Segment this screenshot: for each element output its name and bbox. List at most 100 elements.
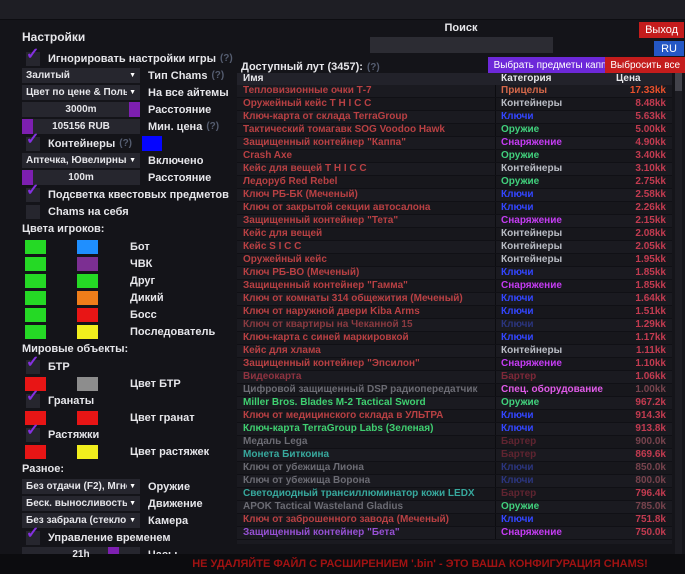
table-row[interactable]: Защищенный контейнер "Бета" Снаряжение 750… <box>237 527 672 540</box>
containers-label: Контейнеры <box>48 137 116 150</box>
column-header-category[interactable]: Категория <box>501 73 552 84</box>
containers-checkbox[interactable]: ✓ <box>26 131 40 151</box>
slider-handle[interactable] <box>22 119 33 134</box>
help-icon[interactable]: (?) <box>211 70 225 81</box>
table-row[interactable]: Оружейный кейс T H I C C Контейнеры 8.48kk <box>237 98 672 111</box>
item-price: 913.8k <box>635 423 666 434</box>
help-icon[interactable]: (?) <box>119 138 133 149</box>
table-row[interactable]: Ключ-карта от склада TerraGroup Ключи 5.63… <box>237 111 672 124</box>
table-row[interactable]: Ключ от закрытой секции автосалона Ключи 2… <box>237 202 672 215</box>
time-control-checkbox[interactable]: ✓ <box>26 525 40 545</box>
table-row[interactable]: Ключ от комнаты 314 общежития (Меченый) К… <box>237 293 672 306</box>
item-price: 967.2k <box>635 397 666 408</box>
search-input[interactable] <box>370 37 553 53</box>
help-icon[interactable]: (?) <box>219 53 233 64</box>
table-row[interactable]: Ключ от медицинского склада в УЛЬТРА Ключ… <box>237 410 672 423</box>
movement-dropdown[interactable]: Беск. выносливость и нет уста ▼ <box>22 496 140 511</box>
player-color-swatch-1[interactable] <box>25 273 46 288</box>
distance-slider[interactable]: 3000m <box>22 102 140 117</box>
player-color-swatch-2[interactable] <box>77 239 98 254</box>
slider-handle[interactable] <box>129 102 140 117</box>
table-row[interactable]: Кейс для вещей Контейнеры 2.08kk <box>237 228 672 241</box>
table-row[interactable]: Светодиодный трансиллюминатор кожи LEDX Б… <box>237 488 672 501</box>
table-row[interactable]: Ключ от убежища Ворона Ключи 800.0k <box>237 475 672 488</box>
table-row[interactable]: Медаль Lega Бартер 900.0k <box>237 436 672 449</box>
help-icon[interactable]: (?) <box>366 62 380 73</box>
table-row[interactable]: Защищенный контейнер "Каппа" Снаряжение 4.… <box>237 137 672 150</box>
column-header-price[interactable]: Цена <box>616 73 641 84</box>
player-color-swatch-2[interactable] <box>77 324 98 339</box>
table-row[interactable]: Ключ-карта TerraGroup Labs (Зеленая) Ключ… <box>237 423 672 436</box>
table-row[interactable]: Тепловизионные очки Т-7 Прицелы 17.33kk <box>237 85 672 98</box>
language-button[interactable]: RU <box>654 41 684 56</box>
grenade-color-swatch-2[interactable] <box>77 410 98 425</box>
table-row[interactable]: Ключ-карта с синей маркировкой Ключи 1.17k… <box>237 332 672 345</box>
table-scrollbar[interactable] <box>675 73 682 554</box>
table-row[interactable]: Монета Биткоина Бартер 869.6k <box>237 449 672 462</box>
slider-handle[interactable] <box>22 170 33 185</box>
enabled-filter-dropdown[interactable]: Аптечка, Ювелирные и... ▼ <box>22 153 140 168</box>
item-price: 1.11kk <box>635 345 666 356</box>
table-row[interactable]: Кейс для вещей T H I C C Контейнеры 3.10kk <box>237 163 672 176</box>
table-row[interactable]: Кейс для хлама Контейнеры 1.11kk <box>237 345 672 358</box>
btr-color-swatch-1[interactable] <box>25 376 46 391</box>
player-color-swatch-2[interactable] <box>77 256 98 271</box>
loot-distance-slider[interactable]: 100m <box>22 170 140 185</box>
table-row[interactable]: Тактический томагавк SOG Voodoo Hawk Оруж… <box>237 124 672 137</box>
tripwires-checkbox[interactable]: ✓ <box>26 422 40 442</box>
table-row[interactable]: Защищенный контейнер "Тета" Снаряжение 2.1… <box>237 215 672 228</box>
btr-color-swatch-2[interactable] <box>77 376 98 391</box>
column-header-name[interactable]: Имя <box>243 73 264 84</box>
player-color-swatch-2[interactable] <box>77 273 98 288</box>
table-row[interactable]: Ключ от заброшенного завода (Меченый) Клю… <box>237 514 672 527</box>
table-row[interactable]: Ледоруб Red Rebel Оружие 2.75kk <box>237 176 672 189</box>
select-kappa-items-button[interactable]: Выбрать предметы каппа <box>487 57 618 73</box>
table-row[interactable]: Miller Bros. Blades M-2 Tactical Sword Ор… <box>237 397 672 410</box>
player-color-swatch-1[interactable] <box>25 307 46 322</box>
chams-type-dropdown[interactable]: Залитый ▼ <box>22 68 140 83</box>
table-row[interactable]: APOK Tactical Wasteland Gladius Оружие 785… <box>237 501 672 514</box>
table-row[interactable]: Ключ РБ-БК (Меченый) Ключи 2.58kk <box>237 189 672 202</box>
tripwire-color-swatch-2[interactable] <box>77 444 98 459</box>
quest-items-checkbox[interactable]: ✓ <box>26 182 40 202</box>
weapon-dropdown[interactable]: Без отдачи (F2), Мгновенное п ▼ <box>22 479 140 494</box>
table-row[interactable]: Ключ РБ-ВО (Меченый) Ключи 1.85kk <box>237 267 672 280</box>
player-color-swatch-1[interactable] <box>25 290 46 305</box>
item-category: Ключи <box>495 423 610 435</box>
table-row[interactable]: Видеокарта Бартер 1.06kk <box>237 371 672 384</box>
help-icon[interactable]: (?) <box>206 121 220 132</box>
item-price: 869.6k <box>635 449 666 460</box>
min-price-slider[interactable]: 105156 RUB <box>22 119 140 134</box>
table-row[interactable]: Crash Axe Оружие 3.40kk <box>237 150 672 163</box>
exit-button[interactable]: Выход <box>639 22 684 38</box>
table-row[interactable]: Оружейный кейс Контейнеры 1.95kk <box>237 254 672 267</box>
item-name: Светодиодный трансиллюминатор кожи LEDX <box>243 488 475 499</box>
btr-checkbox[interactable]: ✓ <box>26 354 40 374</box>
grenade-color-swatch-1[interactable] <box>25 410 46 425</box>
item-name: Ключ РБ-ВО (Меченый) <box>243 267 360 278</box>
table-row[interactable]: Ключ от квартиры на Чеканной 15 Ключи 1.29… <box>237 319 672 332</box>
scrollbar-thumb[interactable] <box>675 73 682 91</box>
world-objects-title: Мировые объекты: <box>22 343 129 355</box>
player-color-swatch-1[interactable] <box>25 324 46 339</box>
dropdown-value: Цвет по цене & Пользователь <box>26 87 128 98</box>
player-color-swatch-2[interactable] <box>77 307 98 322</box>
table-row[interactable]: Цифровой защищенный DSP радиопередатчик С… <box>237 384 672 397</box>
table-row[interactable]: Ключ от наружной двери Kiba Arms Ключи 1.5… <box>237 306 672 319</box>
tripwire-color-swatch-1[interactable] <box>25 444 46 459</box>
table-row[interactable]: Кейс S I C C Контейнеры 2.05kk <box>237 241 672 254</box>
ignore-game-settings-checkbox[interactable]: ✓ <box>26 46 40 66</box>
containers-color-swatch[interactable] <box>142 136 163 151</box>
player-color-swatch-1[interactable] <box>25 239 46 254</box>
all-items-dropdown[interactable]: Цвет по цене & Пользователь ▼ <box>22 85 140 100</box>
table-row[interactable]: Защищенный контейнер "Эпсилон" Снаряжение… <box>237 358 672 371</box>
table-row[interactable]: Ключ от убежища Лиона Ключи 850.0k <box>237 462 672 475</box>
chams-self-checkbox[interactable] <box>26 204 40 219</box>
table-row[interactable]: Защищенный контейнер "Гамма" Снаряжение 1.… <box>237 280 672 293</box>
drop-all-button[interactable]: Выбросить все <box>605 57 685 73</box>
dropdown-value: Беск. выносливость и нет уста <box>26 498 128 509</box>
camera-dropdown[interactable]: Без забрала (стекло шлема) ▼ <box>22 513 140 528</box>
grenades-checkbox[interactable]: ✓ <box>26 388 40 408</box>
player-color-swatch-1[interactable] <box>25 256 46 271</box>
player-color-swatch-2[interactable] <box>77 290 98 305</box>
